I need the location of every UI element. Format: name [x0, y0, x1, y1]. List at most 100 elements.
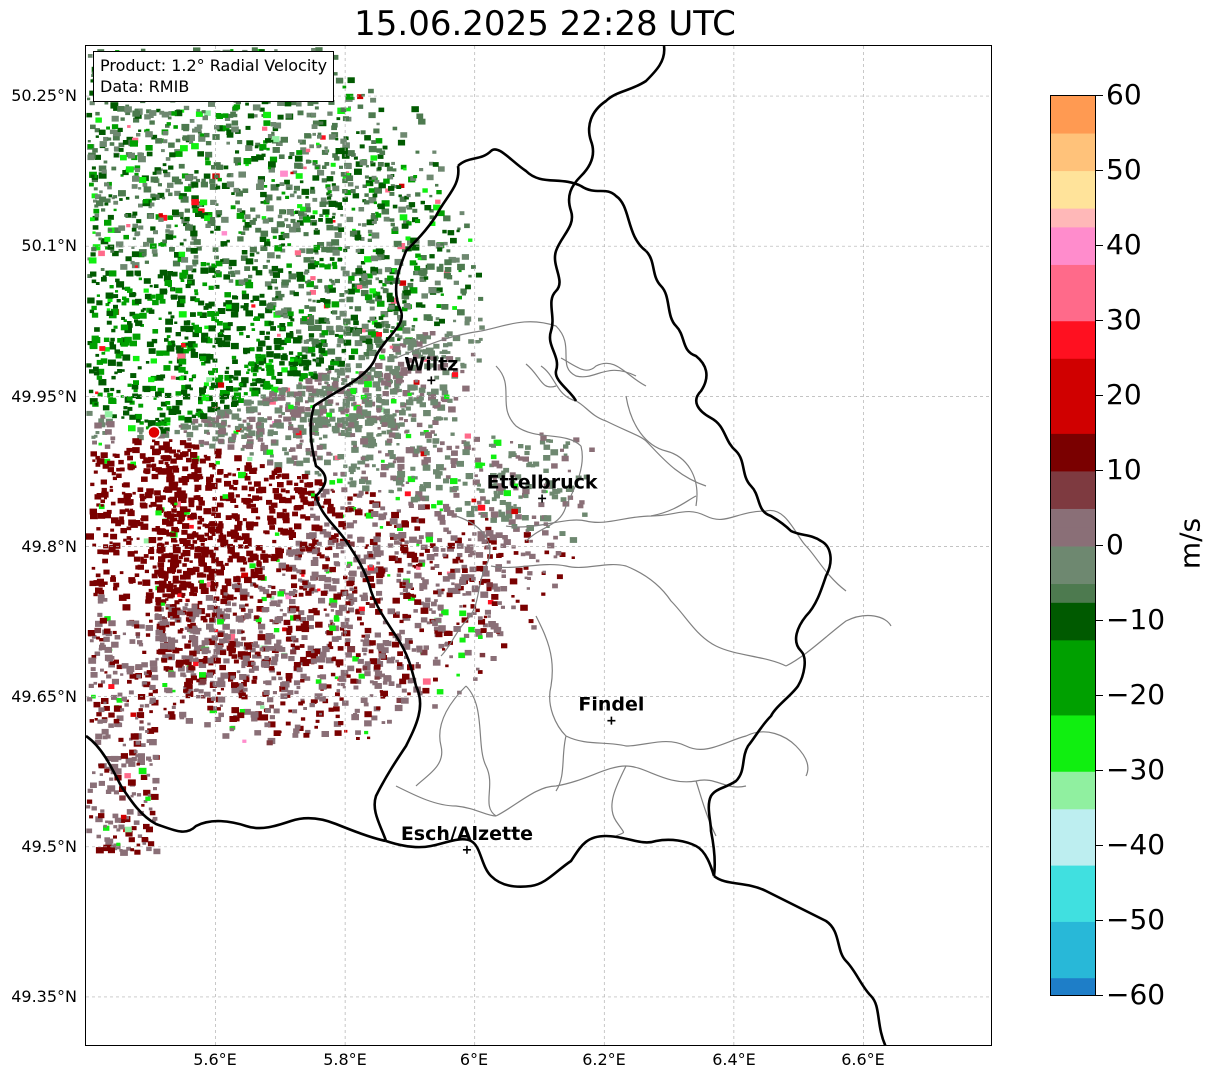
radar-gate: [437, 514, 446, 521]
radar-gate: [92, 459, 96, 462]
radar-gate: [124, 773, 131, 779]
radar-gate: [268, 666, 275, 671]
radar-gate: [563, 444, 569, 449]
radar-gate: [370, 215, 379, 221]
radar-gate: [212, 368, 218, 373]
radar-gate: [374, 632, 381, 638]
radar-gate: [534, 521, 540, 526]
radar-gate: [150, 193, 156, 198]
radar-gate: [384, 382, 392, 388]
radar-gate: [410, 417, 417, 422]
radar-gate: [165, 598, 169, 601]
radar-gate: [376, 434, 380, 437]
radar-gate: [140, 455, 144, 459]
radar-gate: [233, 576, 241, 583]
radar-gate: [347, 422, 355, 428]
radar-gate: [114, 371, 118, 375]
radar-gate: [243, 592, 250, 597]
radar-gate: [366, 344, 374, 350]
radar-gate: [86, 363, 92, 368]
radar-gate: [108, 723, 114, 728]
radar-gate: [238, 544, 244, 549]
radar-gate: [395, 659, 399, 663]
radar-gate: [333, 361, 340, 366]
radar-gate: [435, 317, 440, 321]
radar-gate: [205, 395, 213, 402]
radar-gate: [120, 849, 128, 856]
radar-gate: [203, 385, 207, 389]
radar-gate: [120, 264, 128, 270]
radar-gate: [214, 125, 220, 130]
radar-gate: [419, 446, 427, 453]
radar-gate: [453, 319, 457, 323]
radar-gate: [240, 429, 244, 433]
radar-gate: [88, 257, 97, 264]
radar-gate: [435, 242, 444, 249]
radar-gate: [563, 453, 568, 457]
radar-gate: [506, 513, 513, 519]
radar-gate: [207, 604, 214, 611]
radar-gate: [176, 619, 180, 623]
radar-gate: [122, 296, 127, 300]
radar-gate: [104, 202, 109, 206]
radar-gate: [231, 305, 239, 312]
radar-gate: [95, 117, 102, 123]
radar-gate: [332, 261, 337, 266]
radar-gate: [149, 697, 156, 703]
radar-gate: [165, 188, 170, 193]
radar-gate: [145, 796, 151, 801]
radar-gate: [154, 569, 161, 575]
radar-gate: [139, 493, 145, 498]
radar-gate: [400, 538, 405, 542]
radar-gate: [443, 467, 447, 471]
radar-gate: [290, 649, 297, 655]
radar-gate: [317, 674, 321, 678]
radar-gate: [198, 659, 204, 664]
radar-gate: [94, 128, 100, 133]
radar-gate: [171, 705, 176, 709]
radar-gate: [235, 494, 240, 498]
radar-gate: [89, 580, 97, 587]
radar-gate: [172, 343, 176, 347]
radar-gate: [304, 271, 309, 275]
radar-gate: [214, 255, 219, 260]
radar-gate: [147, 793, 152, 797]
radar-gate: [149, 202, 155, 207]
radar-gate: [245, 102, 249, 106]
radar-gate: [353, 156, 358, 160]
radar-gate: [321, 505, 325, 509]
radar-gate: [234, 425, 240, 430]
radar-map[interactable]: Wiltz Ettelbruck Findel Esch/Alzette: [85, 45, 992, 1046]
radar-gate: [197, 515, 203, 520]
radar-gate: [122, 140, 129, 145]
radar-gate: [168, 671, 176, 678]
radar-gate: [577, 503, 584, 509]
radar-gate: [400, 402, 405, 406]
radar-gate: [314, 106, 319, 110]
radar-gate: [314, 392, 320, 398]
radar-gate: [303, 457, 310, 463]
radar-gate: [454, 583, 461, 589]
radar-gate: [523, 532, 531, 538]
radar-gate: [129, 311, 136, 317]
radar-gate: [524, 539, 529, 543]
radar-gate: [331, 216, 336, 219]
radar-gate: [236, 670, 241, 674]
radar-gate: [435, 183, 439, 187]
radar-gate: [293, 728, 300, 734]
radar-gate: [167, 643, 176, 650]
radar-gate: [135, 664, 143, 670]
radar-gate: [348, 607, 355, 613]
radar-gate: [166, 345, 175, 352]
radar-gate: [371, 213, 375, 217]
radar-gate: [333, 553, 339, 558]
radar-gate: [109, 777, 114, 781]
radar-gate: [301, 487, 307, 492]
radar-gate: [370, 255, 378, 262]
radar-gate: [293, 487, 298, 491]
radar-gate: [150, 666, 158, 673]
radar-gate: [192, 418, 199, 424]
radar-gate: [299, 357, 303, 360]
radar-gate: [257, 574, 265, 581]
